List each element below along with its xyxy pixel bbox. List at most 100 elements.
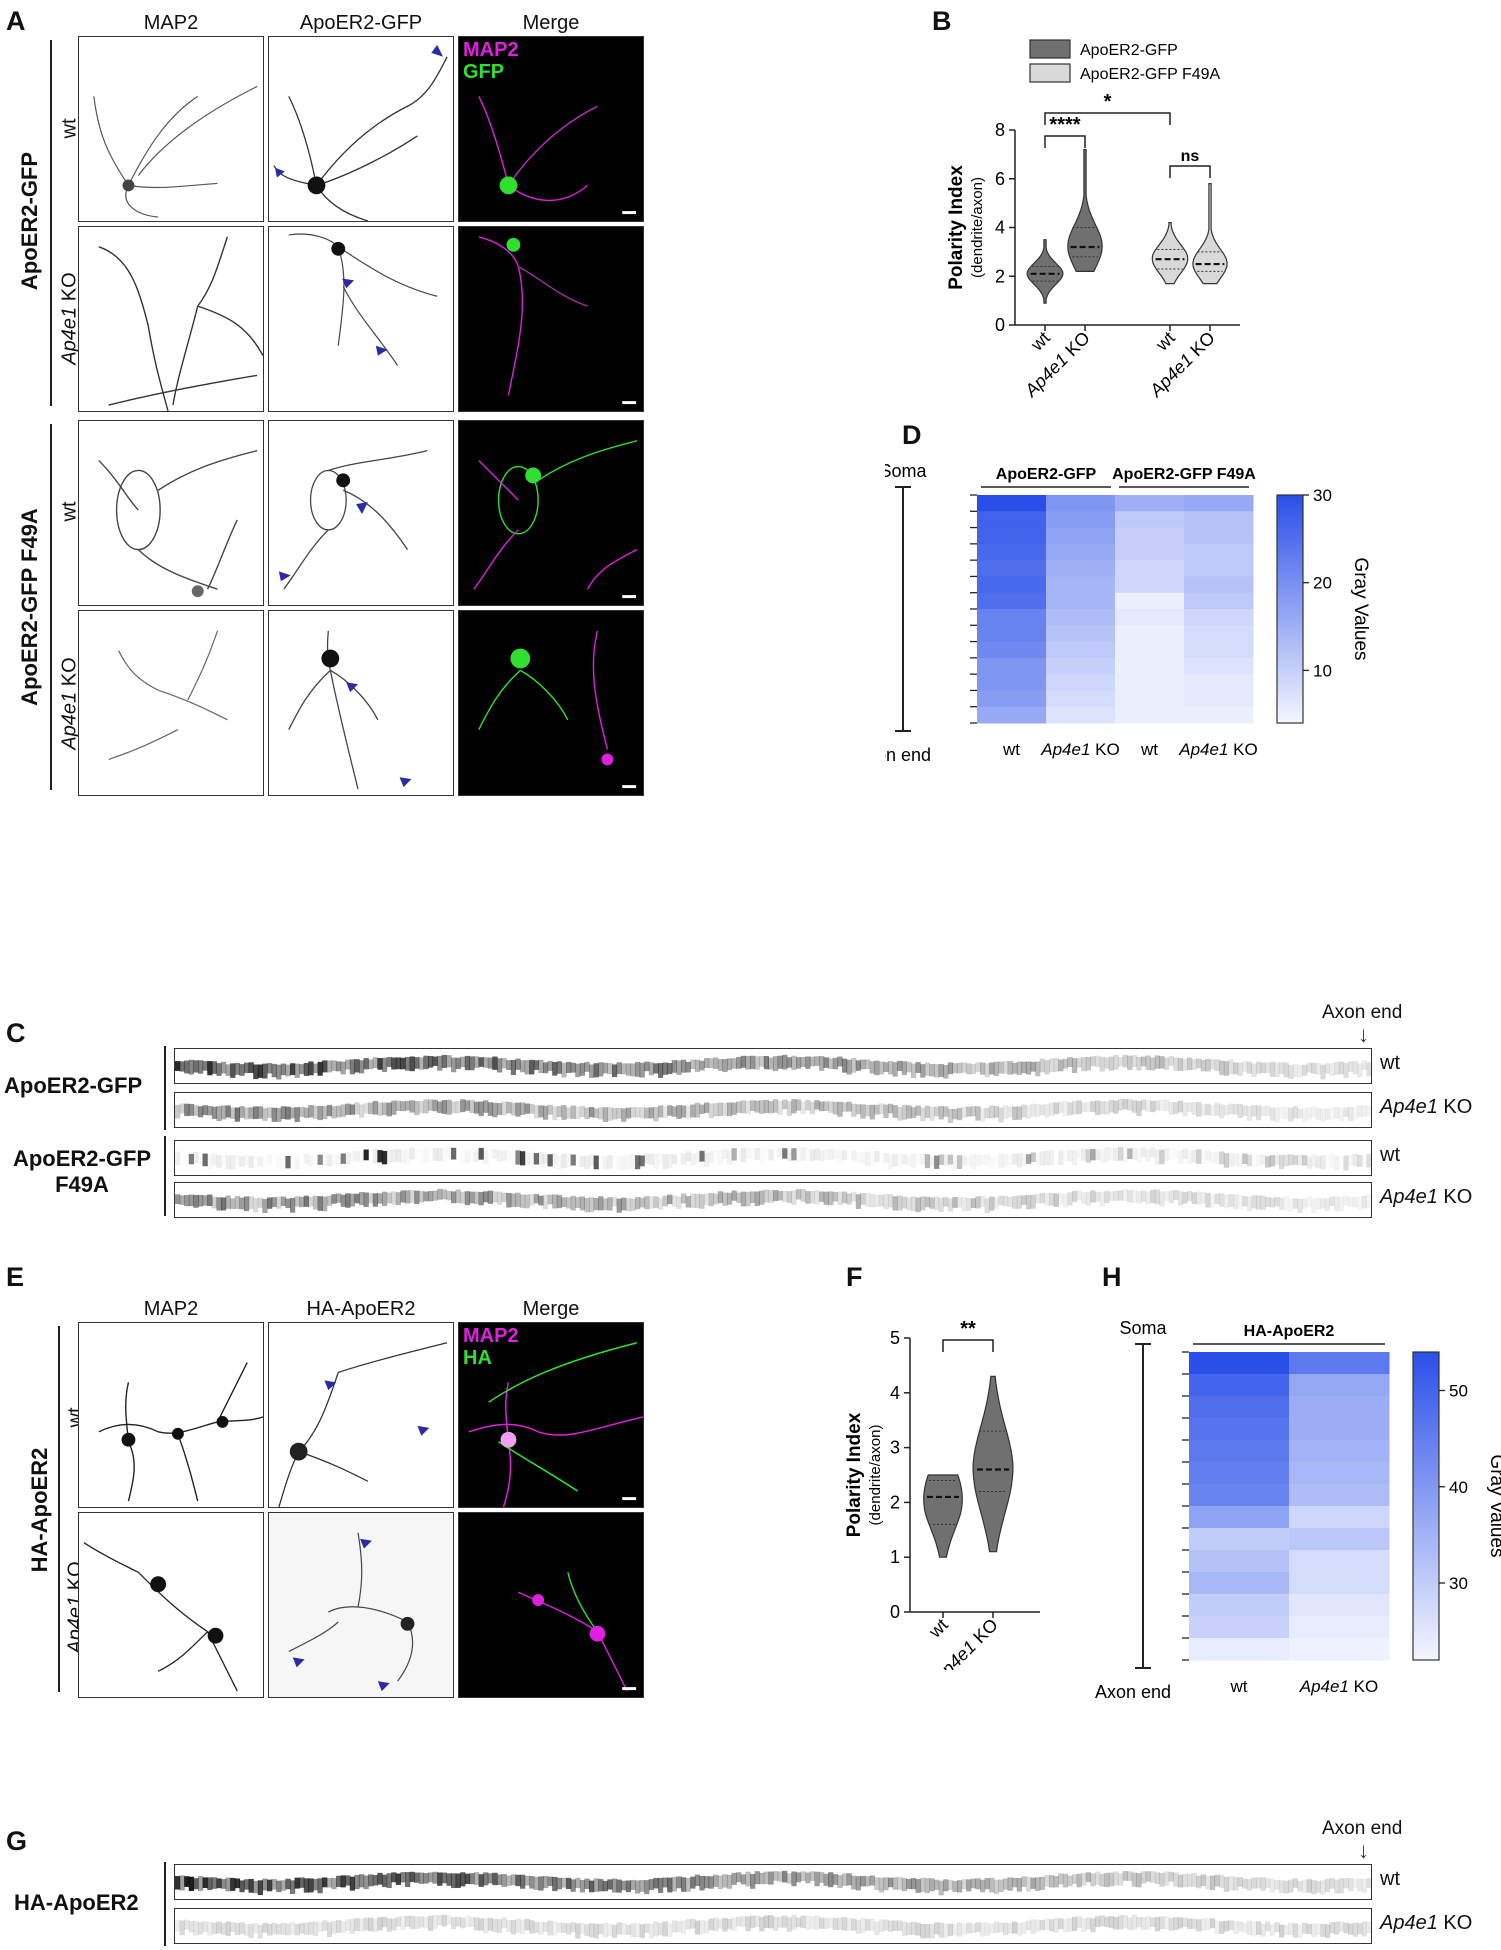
strip-intensity-segment — [611, 1064, 618, 1078]
strip-intensity-segment — [492, 1102, 498, 1118]
strip-intensity-segment — [243, 1924, 250, 1936]
heatmap-cell — [1184, 657, 1254, 675]
strip-intensity-segment — [979, 1062, 986, 1075]
strip-intensity-segment — [432, 1056, 438, 1066]
strip-intensity-segment — [901, 1061, 907, 1075]
strip-intensity-segment — [920, 1196, 926, 1211]
strip-intensity-segment — [1159, 1099, 1165, 1111]
strip-intensity-segment — [257, 1197, 263, 1208]
strip-intensity-segment — [1324, 1878, 1331, 1893]
strip-intensity-segment — [547, 1876, 553, 1887]
heatmap-cell — [1189, 1484, 1290, 1507]
strip-intensity-segment — [239, 1064, 245, 1076]
strip-intensity-segment — [763, 1055, 770, 1070]
strip-intensity-segment — [984, 1063, 990, 1078]
strip-intensity-segment — [358, 1104, 365, 1118]
strip-intensity-segment — [1302, 1879, 1308, 1893]
strip-intensity-segment — [1288, 1107, 1294, 1122]
strip-intensity-segment — [754, 1191, 760, 1207]
strip-intensity-segment — [358, 1918, 365, 1932]
violin-shape — [972, 1375, 1014, 1553]
strip-intensity-segment — [1297, 1154, 1303, 1166]
strip-intensity-segment — [510, 1193, 517, 1207]
strip-intensity-segment — [354, 1193, 360, 1204]
strip-intensity-segment — [1113, 1055, 1119, 1070]
strip-intensity-segment — [511, 1151, 516, 1164]
strip-intensity-segment — [276, 1064, 282, 1080]
heatmap-cell — [1184, 495, 1254, 512]
heatmap-cell — [977, 641, 1047, 659]
strip-intensity-segment — [966, 1879, 972, 1892]
strip-intensity-segment — [1104, 1147, 1110, 1162]
strip-label-wt: wt — [1380, 1052, 1400, 1074]
strip-intensity-segment — [1154, 1100, 1160, 1111]
strip-intensity-segment — [1205, 1192, 1211, 1208]
strip-intensity-segment — [363, 1103, 369, 1114]
strip-intensity-segment — [1118, 1915, 1124, 1930]
strip-intensity-segment — [271, 1922, 277, 1935]
strip-intensity-segment — [1329, 1062, 1335, 1076]
strip-intensity-segment — [1072, 1150, 1078, 1166]
strip-intensity-segment — [211, 1061, 218, 1074]
strip-intensity-segment — [625, 1924, 632, 1935]
strip-intensity-segment — [510, 1102, 517, 1116]
strip-intensity-segment — [800, 1147, 806, 1161]
strip-intensity-segment — [708, 1103, 714, 1119]
strip-intensity-segment — [713, 1917, 719, 1932]
y-tick-label: 8 — [995, 120, 1005, 140]
strip-intensity-segment — [1164, 1147, 1170, 1161]
strip-intensity-segment — [795, 1099, 802, 1111]
strip-intensity-segment — [570, 1195, 576, 1211]
strip-intensity-segment — [414, 1190, 420, 1205]
strip-intensity-segment — [1164, 1057, 1170, 1071]
legend-label: ApoER2-GFP F49A — [1080, 66, 1221, 83]
strip-intensity-segment — [1062, 1101, 1069, 1117]
strip-intensity-segment — [998, 1879, 1004, 1893]
strip-intensity-segment — [290, 1063, 296, 1076]
strip-intensity-segment — [1196, 1875, 1202, 1889]
strip-intensity-segment — [446, 1915, 452, 1925]
strip-intensity-segment — [1338, 1878, 1344, 1894]
strip-intensity-segment — [381, 1191, 388, 1207]
strip-intensity-segment — [202, 1877, 208, 1889]
strip-intensity-segment — [469, 1056, 475, 1071]
strip-intensity-segment — [294, 1107, 300, 1122]
strip-intensity-segment — [653, 1063, 659, 1074]
strip-intensity-segment — [336, 1154, 341, 1165]
strip-intensity-segment — [331, 1194, 337, 1204]
strip-intensity-segment — [910, 1153, 917, 1169]
strip-intensity-segment — [1187, 1102, 1193, 1113]
strip-intensity-segment — [331, 1920, 337, 1934]
strip-intensity-segment — [561, 1197, 567, 1207]
strip-intensity-segment — [837, 1191, 843, 1206]
strip-intensity-segment — [611, 1107, 618, 1120]
strip-intensity-segment — [303, 1195, 309, 1207]
strip-intensity-segment — [1251, 1063, 1257, 1078]
strip-intensity-segment — [211, 1152, 218, 1166]
strip-intensity-segment — [1228, 1920, 1234, 1931]
strip-intensity-segment — [294, 1063, 300, 1078]
strip-intensity-segment — [584, 1878, 590, 1889]
strip-intensity-segment — [828, 1872, 834, 1888]
heatmap-cell — [1289, 1462, 1390, 1485]
strip-intensity-segment — [704, 1057, 710, 1068]
strip-intensity-segment — [1205, 1875, 1211, 1890]
strip-intensity-segment — [607, 1155, 613, 1169]
strip-intensity-segment — [575, 1156, 580, 1167]
strip-intensity-segment — [726, 1918, 733, 1930]
strip-intensity-segment — [782, 1099, 788, 1110]
strip-intensity-segment — [717, 1875, 723, 1890]
strip-intensity-segment — [487, 1190, 493, 1204]
strip-intensity-segment — [340, 1104, 346, 1117]
strip-intensity-segment — [1113, 1147, 1119, 1162]
colorbar — [1276, 494, 1304, 724]
strip-intensity-segment — [317, 1922, 323, 1932]
strip-intensity-segment — [851, 1875, 857, 1890]
strip-intensity-segment — [1269, 1155, 1275, 1167]
strip-intensity-segment — [809, 1916, 816, 1929]
strip-intensity-segment — [883, 1919, 889, 1931]
strip-intensity-segment — [566, 1153, 571, 1167]
strip-intensity-segment — [400, 1057, 406, 1070]
strip-intensity-segment — [345, 1152, 351, 1165]
heatmap-cell — [1289, 1440, 1390, 1463]
